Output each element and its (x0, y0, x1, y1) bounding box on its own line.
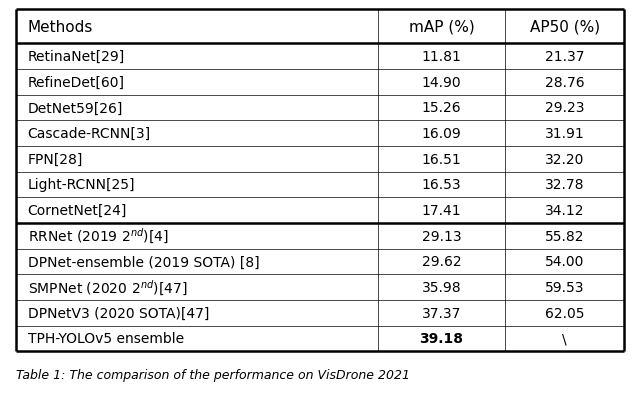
Text: 31.91: 31.91 (545, 127, 584, 141)
Text: SMPNet (2020 2$^{nd}$)[47]: SMPNet (2020 2$^{nd}$)[47] (28, 278, 187, 297)
Text: 59.53: 59.53 (545, 280, 584, 294)
Text: TPH-YOLOv5 ensemble: TPH-YOLOv5 ensemble (28, 332, 184, 346)
Text: 16.09: 16.09 (422, 127, 461, 141)
Text: 37.37: 37.37 (422, 306, 461, 320)
Text: 21.37: 21.37 (545, 50, 584, 64)
Text: Table 1: The comparison of the performance on VisDrone 2021: Table 1: The comparison of the performan… (16, 368, 410, 381)
Text: 14.90: 14.90 (422, 76, 461, 90)
Text: 54.00: 54.00 (545, 255, 584, 269)
Text: 16.51: 16.51 (422, 152, 461, 166)
Text: DetNet59[26]: DetNet59[26] (28, 101, 123, 115)
Text: 11.81: 11.81 (422, 50, 461, 64)
Text: Cascade-RCNN[3]: Cascade-RCNN[3] (28, 127, 150, 141)
Text: \: \ (563, 332, 567, 346)
Text: 39.18: 39.18 (420, 332, 463, 346)
Text: FPN[28]: FPN[28] (28, 152, 83, 166)
Text: 29.23: 29.23 (545, 101, 584, 115)
Text: RefineDet[60]: RefineDet[60] (28, 76, 125, 90)
Text: 32.78: 32.78 (545, 178, 584, 192)
Text: 32.20: 32.20 (545, 152, 584, 166)
Text: CornetNet[24]: CornetNet[24] (28, 204, 127, 218)
Text: AP50 (%): AP50 (%) (530, 20, 600, 35)
Text: 15.26: 15.26 (422, 101, 461, 115)
Text: 35.98: 35.98 (422, 280, 461, 294)
Text: DPNetV3 (2020 SOTA)[47]: DPNetV3 (2020 SOTA)[47] (28, 306, 209, 320)
Text: Methods: Methods (28, 20, 93, 35)
Text: 29.62: 29.62 (422, 255, 461, 269)
Text: 29.13: 29.13 (422, 229, 461, 243)
Text: 34.12: 34.12 (545, 204, 584, 218)
Text: 62.05: 62.05 (545, 306, 584, 320)
Text: RetinaNet[29]: RetinaNet[29] (28, 50, 125, 64)
Text: Light-RCNN[25]: Light-RCNN[25] (28, 178, 135, 192)
Text: RRNet (2019 2$^{nd}$)[4]: RRNet (2019 2$^{nd}$)[4] (28, 227, 168, 246)
Text: 55.82: 55.82 (545, 229, 584, 243)
Text: 28.76: 28.76 (545, 76, 584, 90)
Text: 17.41: 17.41 (422, 204, 461, 218)
Text: DPNet-ensemble (2019 SOTA) [8]: DPNet-ensemble (2019 SOTA) [8] (28, 255, 259, 269)
Text: mAP (%): mAP (%) (409, 20, 474, 35)
Text: 16.53: 16.53 (422, 178, 461, 192)
